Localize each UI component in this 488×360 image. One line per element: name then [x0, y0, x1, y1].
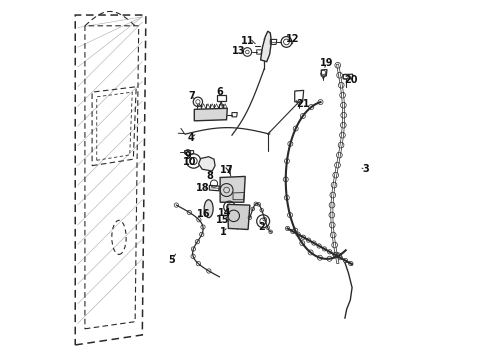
Text: 12: 12: [285, 34, 299, 44]
Polygon shape: [198, 157, 215, 171]
Polygon shape: [216, 95, 225, 101]
Text: 20: 20: [343, 75, 357, 85]
Polygon shape: [194, 108, 227, 121]
Text: 1: 1: [219, 227, 226, 237]
Text: 7: 7: [188, 91, 194, 101]
Text: 19: 19: [319, 58, 332, 68]
Text: 6: 6: [216, 87, 223, 97]
Text: 21: 21: [296, 99, 309, 109]
Text: 14: 14: [218, 208, 231, 218]
Text: 2: 2: [258, 222, 264, 231]
Text: 11: 11: [241, 36, 254, 46]
Ellipse shape: [203, 200, 213, 218]
Polygon shape: [260, 31, 271, 62]
Text: 13: 13: [232, 46, 245, 56]
Text: 18: 18: [195, 183, 209, 193]
Polygon shape: [227, 204, 249, 229]
Text: 10: 10: [183, 157, 196, 167]
Text: 16: 16: [196, 209, 209, 219]
Text: 3: 3: [362, 164, 368, 174]
Text: 8: 8: [206, 171, 213, 181]
Text: 5: 5: [168, 255, 175, 265]
Polygon shape: [294, 90, 303, 102]
Text: 15: 15: [216, 215, 229, 225]
Text: 4: 4: [187, 133, 194, 143]
Text: 17: 17: [220, 165, 233, 175]
Polygon shape: [220, 176, 244, 202]
Text: 9: 9: [184, 150, 191, 161]
